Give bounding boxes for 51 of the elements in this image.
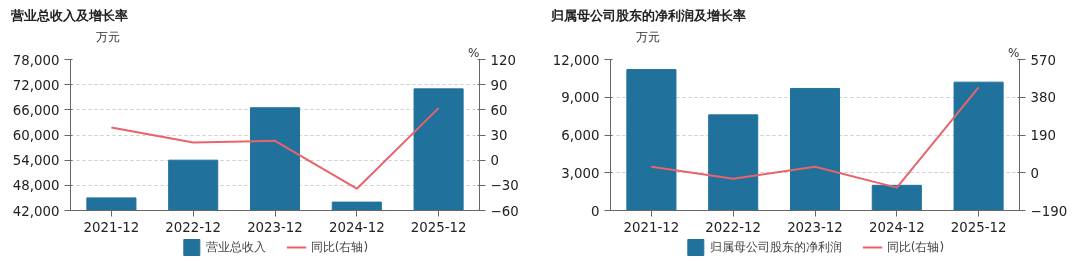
- y2-axis-title: %: [1008, 45, 1020, 60]
- x-tick-label: 2022-12: [165, 219, 222, 235]
- y2-tick-label: 570: [1030, 52, 1056, 68]
- y-tick-label: 54,000: [12, 153, 60, 169]
- y-tick-label: 60,000: [12, 128, 60, 143]
- y-tick-label: 48,000: [12, 178, 60, 194]
- bar: [789, 87, 841, 211]
- y2-tick-label: −30: [490, 178, 519, 194]
- y2-tick-label: 120: [490, 52, 516, 68]
- bar: [871, 184, 922, 211]
- x-tick-label: 2023-12: [787, 219, 843, 235]
- legend-label: 归属母公司股东的净利润: [709, 238, 842, 256]
- y2-axis-title: %: [468, 45, 480, 60]
- y2-tick-label: 0: [1030, 165, 1039, 181]
- x-tick-label: 2025-12: [950, 219, 1007, 235]
- line-series: [110, 107, 440, 190]
- y-tick-label: 66,000: [12, 102, 60, 118]
- chart-title: 营业总收入及增长率: [9, 7, 128, 23]
- x-tick-label: 2022-12: [705, 219, 762, 235]
- x-tick-label: 2024-12: [328, 219, 385, 235]
- chart-title: 归属母公司股东的净利润及增长率: [549, 7, 746, 23]
- bar: [626, 69, 677, 211]
- x-tick-label: 2021-12: [83, 219, 140, 235]
- y-tick-label: 3,000: [561, 165, 600, 181]
- y-tick-label: 72,000: [12, 77, 60, 93]
- y2-tick-label: −60: [490, 203, 519, 219]
- y-tick-label: 78,000: [12, 52, 60, 68]
- x-tick-label: 2021-12: [623, 219, 680, 235]
- y-tick-label: 9,000: [561, 90, 600, 106]
- y2-tick-label: 0: [490, 153, 499, 169]
- y-tick-label: 42,000: [12, 203, 60, 219]
- legend-label: 同比(右轴): [310, 238, 369, 256]
- y2-tick-label: 60: [490, 102, 508, 118]
- legend-label: 营业总收入: [205, 238, 266, 256]
- y-axis-title: 万元: [95, 29, 120, 44]
- y-tick-label: 0: [591, 203, 600, 219]
- x-tick-label: 2025-12: [410, 219, 467, 235]
- x-tick-label: 2024-12: [868, 219, 925, 235]
- bar: [953, 81, 1004, 211]
- y-tick-label: 12,000: [552, 52, 600, 68]
- line-series: [650, 86, 980, 189]
- y2-tick-label: 380: [1030, 90, 1056, 106]
- y-tick-label: 6,000: [561, 128, 600, 143]
- y-axis-title: 万元: [635, 29, 660, 44]
- y2-tick-label: 190: [1030, 128, 1056, 143]
- x-tick-label: 2023-12: [247, 219, 303, 235]
- y2-tick-label: −190: [1030, 203, 1068, 219]
- y2-tick-label: 90: [490, 77, 508, 93]
- legend-label: 同比(右轴): [886, 238, 945, 256]
- y2-tick-label: 30: [490, 128, 508, 143]
- bar: [708, 114, 759, 211]
